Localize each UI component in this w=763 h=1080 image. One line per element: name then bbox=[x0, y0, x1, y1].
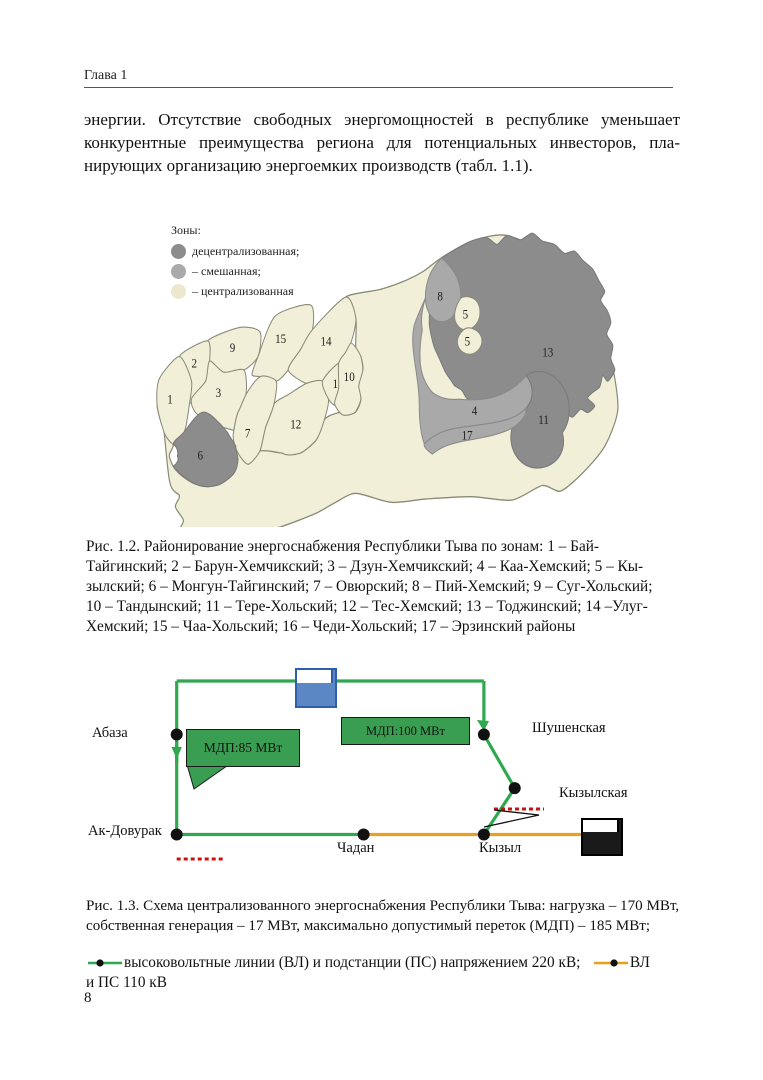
svg-text:10: 10 bbox=[344, 371, 355, 385]
svg-text:5: 5 bbox=[465, 335, 471, 349]
svg-text:4: 4 bbox=[472, 404, 478, 418]
svg-text:17: 17 bbox=[462, 429, 473, 443]
svg-text:3: 3 bbox=[216, 386, 222, 400]
svg-text:15: 15 bbox=[275, 333, 286, 347]
svg-text:8: 8 bbox=[437, 290, 443, 304]
svg-text:13: 13 bbox=[542, 346, 553, 360]
svg-text:5: 5 bbox=[463, 308, 469, 322]
svg-text:6: 6 bbox=[198, 449, 204, 463]
svg-text:11: 11 bbox=[538, 413, 549, 427]
svg-text:2: 2 bbox=[191, 357, 197, 371]
svg-text:1: 1 bbox=[167, 393, 173, 407]
svg-text:14: 14 bbox=[321, 335, 332, 349]
svg-text:12: 12 bbox=[290, 418, 301, 432]
svg-text:7: 7 bbox=[245, 427, 251, 441]
svg-text:9: 9 bbox=[230, 342, 236, 356]
